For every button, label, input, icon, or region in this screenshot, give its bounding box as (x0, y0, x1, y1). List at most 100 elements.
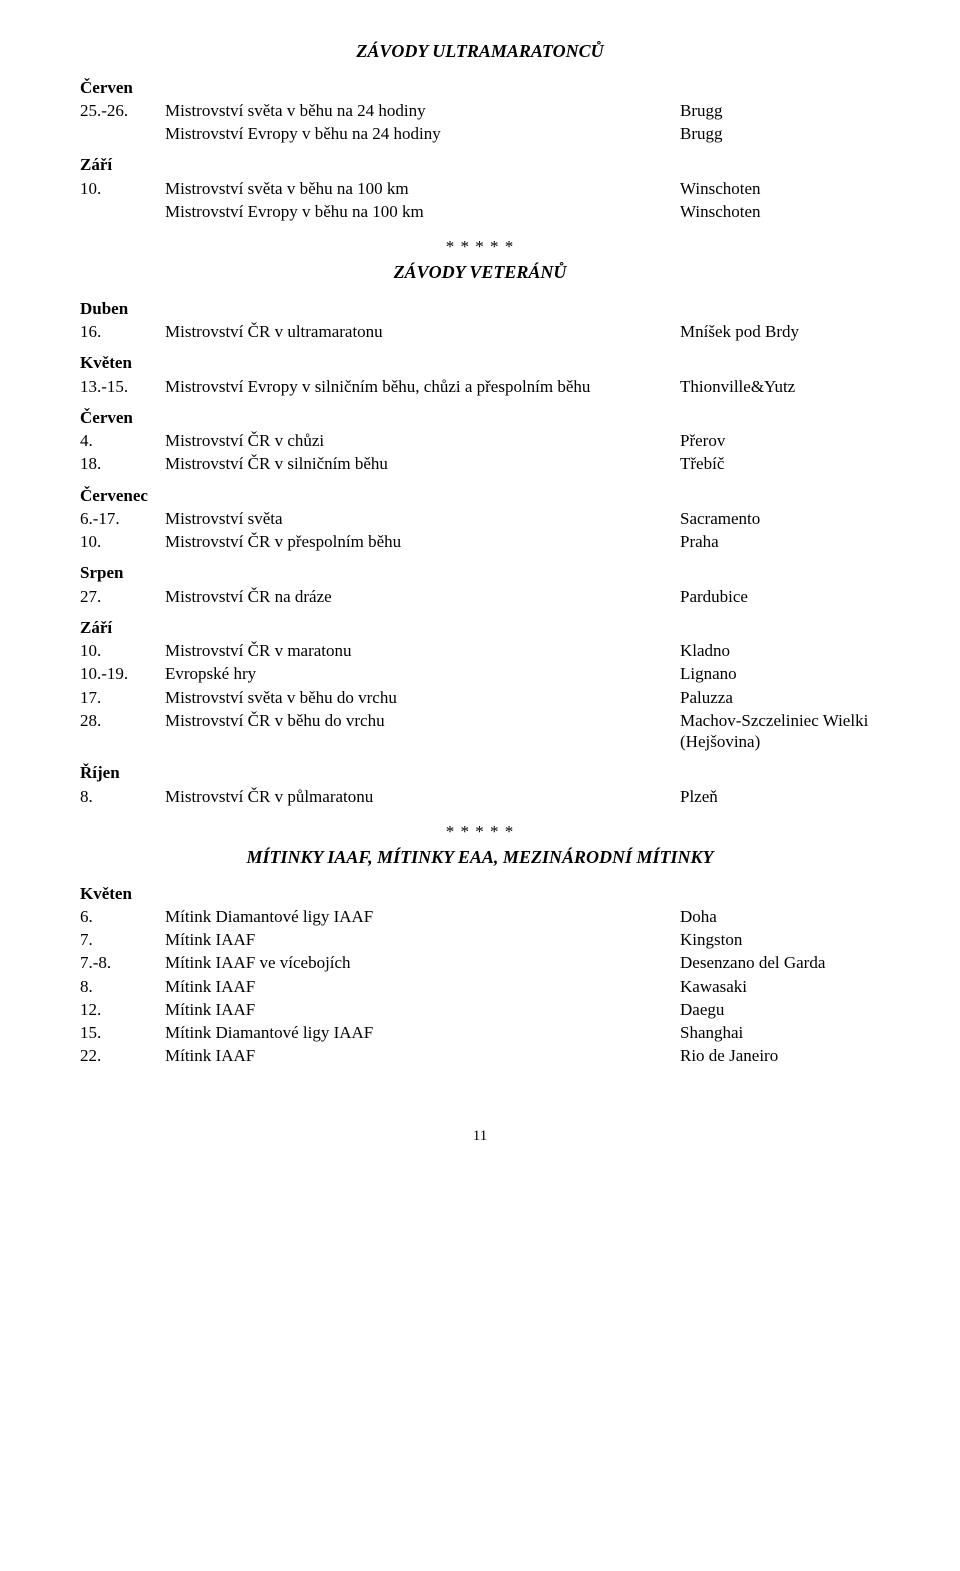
month-heading: Květen (80, 883, 880, 904)
entry-location: Winschoten (680, 201, 880, 222)
entry-date: 12. (80, 999, 165, 1020)
entry-date: 8. (80, 976, 165, 997)
entry-date: 6. (80, 906, 165, 927)
entry-description: Mítink IAAF (165, 999, 680, 1020)
entry-description: Mistrovství ČR v chůzi (165, 430, 680, 451)
entry-location: Kladno (680, 640, 880, 661)
month-heading: Červen (80, 77, 880, 98)
schedule-row: 13.-15.Mistrovství Evropy v silničním bě… (80, 376, 880, 397)
entry-date: 25.-26. (80, 100, 165, 121)
entry-location: Plzeň (680, 786, 880, 807)
entry-description: Mistrovství světa v běhu na 100 km (165, 178, 680, 199)
entry-description: Mítink IAAF (165, 976, 680, 997)
entry-description: Evropské hry (165, 663, 680, 684)
section-heading: ZÁVODY ULTRAMARATONCŮ (80, 40, 880, 63)
section-heading: ZÁVODY VETERÁNŮ (80, 261, 880, 284)
entry-description: Mistrovství ČR v přespolním běhu (165, 531, 680, 552)
schedule-row: 12.Mítink IAAFDaegu (80, 999, 880, 1020)
entry-location: Kingston (680, 929, 880, 950)
entry-date: 7.-8. (80, 952, 165, 973)
schedule-row: 4.Mistrovství ČR v chůziPřerov (80, 430, 880, 451)
entry-date: 7. (80, 929, 165, 950)
entry-date: 6.-17. (80, 508, 165, 529)
month-heading: Srpen (80, 562, 880, 583)
entry-location: Shanghai (680, 1022, 880, 1043)
schedule-row: Mistrovství Evropy v běhu na 100 kmWinsc… (80, 201, 880, 222)
entry-description: Mistrovství ČR v ultramaratonu (165, 321, 680, 342)
schedule-row: 15.Mítink Diamantové ligy IAAFShanghai (80, 1022, 880, 1043)
entry-location: Brugg (680, 123, 880, 144)
entry-description: Mítink IAAF ve vícebojích (165, 952, 680, 973)
month-heading: Září (80, 154, 880, 175)
entry-location: Rio de Janeiro (680, 1045, 880, 1066)
entry-description: Mistrovství ČR v běhu do vrchu (165, 710, 680, 753)
schedule-row: 8.Mítink IAAFKawasaki (80, 976, 880, 997)
entry-location: Brugg (680, 100, 880, 121)
entry-location: Praha (680, 531, 880, 552)
page-number: 11 (80, 1127, 880, 1146)
entry-location: Kawasaki (680, 976, 880, 997)
schedule-row: 22.Mítink IAAFRio de Janeiro (80, 1045, 880, 1066)
section-heading: MÍTINKY IAAF, MÍTINKY EAA, MEZINÁRODNÍ M… (80, 846, 880, 869)
schedule-row: 27.Mistrovství ČR na drázePardubice (80, 586, 880, 607)
entry-location: Thionville&Yutz (680, 376, 880, 397)
entry-date: 10.-19. (80, 663, 165, 684)
entry-location: Machov-Szczeliniec Wielki (Hejšovina) (680, 710, 880, 753)
schedule-row: 28.Mistrovství ČR v běhu do vrchuMachov-… (80, 710, 880, 753)
schedule-row: 8.Mistrovství ČR v půlmaratonuPlzeň (80, 786, 880, 807)
entry-date: 28. (80, 710, 165, 753)
entry-date: 15. (80, 1022, 165, 1043)
entry-description: Mistrovství Evropy v silničním běhu, chů… (165, 376, 680, 397)
entry-date (80, 201, 165, 222)
entry-date: 16. (80, 321, 165, 342)
entry-description: Mistrovství Evropy v běhu na 24 hodiny (165, 123, 680, 144)
schedule-row: 17.Mistrovství světa v běhu do vrchuPalu… (80, 687, 880, 708)
schedule-row: 10.-19.Evropské hryLignano (80, 663, 880, 684)
entry-description: Mistrovství ČR na dráze (165, 586, 680, 607)
entry-date: 8. (80, 786, 165, 807)
entry-date: 13.-15. (80, 376, 165, 397)
schedule-row: 16.Mistrovství ČR v ultramaratonuMníšek … (80, 321, 880, 342)
entry-description: Mítink IAAF (165, 929, 680, 950)
schedule-row: 18.Mistrovství ČR v silničním běhuTřebíč (80, 453, 880, 474)
entry-location: Doha (680, 906, 880, 927)
entry-location: Třebíč (680, 453, 880, 474)
month-heading: Květen (80, 352, 880, 373)
entry-location: Přerov (680, 430, 880, 451)
month-heading: Duben (80, 298, 880, 319)
entry-location: Daegu (680, 999, 880, 1020)
schedule-row: 6.Mítink Diamantové ligy IAAFDoha (80, 906, 880, 927)
entry-date: 18. (80, 453, 165, 474)
schedule-row: 10.Mistrovství ČR v maratonuKladno (80, 640, 880, 661)
month-heading: Červen (80, 407, 880, 428)
entry-date: 10. (80, 531, 165, 552)
entry-location: Lignano (680, 663, 880, 684)
separator: * * * * * (80, 236, 880, 257)
entry-description: Mistrovství ČR v silničním běhu (165, 453, 680, 474)
entry-date: 10. (80, 640, 165, 661)
entry-location: Winschoten (680, 178, 880, 199)
entry-date: 27. (80, 586, 165, 607)
month-heading: Říjen (80, 762, 880, 783)
schedule-row: 25.-26.Mistrovství světa v běhu na 24 ho… (80, 100, 880, 121)
entry-location: Mníšek pod Brdy (680, 321, 880, 342)
entry-description: Mítink Diamantové ligy IAAF (165, 906, 680, 927)
entry-date: 22. (80, 1045, 165, 1066)
entry-date: 10. (80, 178, 165, 199)
entry-location: Sacramento (680, 508, 880, 529)
schedule-row: Mistrovství Evropy v běhu na 24 hodinyBr… (80, 123, 880, 144)
entry-description: Mistrovství světa v běhu na 24 hodiny (165, 100, 680, 121)
entry-date: 17. (80, 687, 165, 708)
entry-date (80, 123, 165, 144)
schedule-row: 7.Mítink IAAFKingston (80, 929, 880, 950)
schedule-row: 10.Mistrovství světa v běhu na 100 kmWin… (80, 178, 880, 199)
month-heading: Červenec (80, 485, 880, 506)
schedule-row: 10.Mistrovství ČR v přespolním běhuPraha (80, 531, 880, 552)
entry-description: Mistrovství světa (165, 508, 680, 529)
entry-description: Mistrovství ČR v půlmaratonu (165, 786, 680, 807)
entry-location: Desenzano del Garda (680, 952, 880, 973)
entry-description: Mistrovství Evropy v běhu na 100 km (165, 201, 680, 222)
separator: * * * * * (80, 821, 880, 842)
entry-date: 4. (80, 430, 165, 451)
entry-description: Mítink Diamantové ligy IAAF (165, 1022, 680, 1043)
